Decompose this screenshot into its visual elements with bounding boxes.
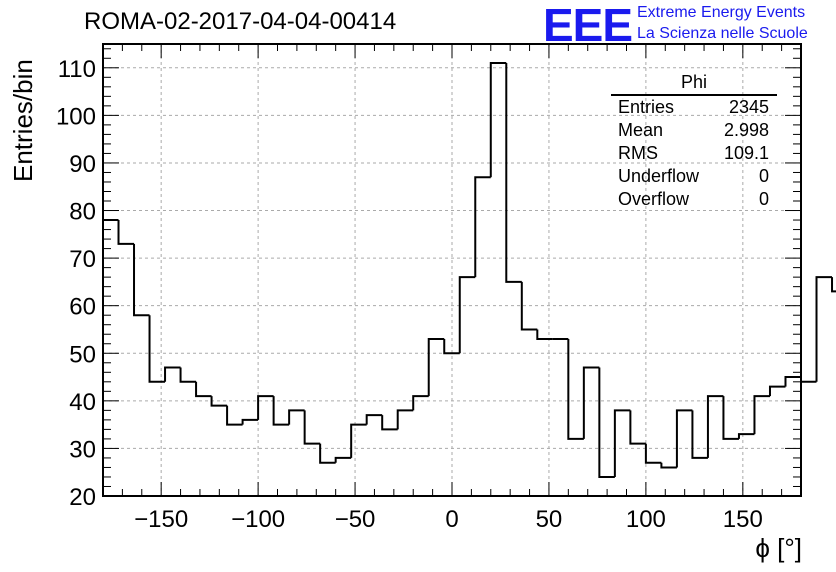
y-tick-label: 60 — [69, 294, 96, 321]
histogram-bin — [505, 63, 522, 283]
x-tick-label: −100 — [231, 506, 285, 533]
histogram-bins — [102, 62, 836, 496]
histogram-bin — [427, 337, 445, 397]
histogram-bin — [443, 338, 460, 355]
histogram-bin — [226, 405, 243, 426]
histogram-bin — [768, 385, 786, 397]
histogram-bin — [319, 443, 336, 464]
histogram-bin — [800, 377, 817, 383]
y-tick-label: 110 — [58, 56, 96, 83]
histogram-bin — [675, 409, 693, 468]
x-tick-label: 50 — [536, 506, 563, 533]
stats-label: Entries — [618, 97, 675, 117]
y-tick-label: 80 — [69, 199, 96, 226]
stats-value: 0 — [758, 189, 769, 209]
tick-labels: −150 −100 −50 0 50 100 150 20 30 40 50 60 70 80 90 100 1… — [56, 56, 763, 533]
stats-value: 0 — [758, 166, 769, 186]
stats-row: Underflow 0 — [611, 165, 777, 188]
histogram-bin — [831, 277, 836, 293]
histogram-bin — [350, 423, 367, 458]
histogram-bin — [567, 338, 584, 440]
x-tick-label: −150 — [134, 506, 188, 533]
histogram-bin — [722, 396, 739, 440]
x-tick-label: 150 — [723, 506, 763, 533]
histogram-bin — [784, 376, 801, 387]
stats-box: Phi Entries 2345 Mean 2.998 RMS 109.1 Under… — [611, 72, 777, 211]
stats-title: Phi — [611, 72, 777, 96]
histogram-bin — [706, 395, 724, 458]
histogram-bin — [164, 366, 181, 382]
y-tick-label: 70 — [69, 246, 96, 273]
histogram-bin — [241, 418, 259, 425]
stats-label: Overflow — [618, 189, 690, 209]
histogram-bin — [474, 176, 491, 278]
histogram-bin — [737, 433, 755, 439]
histogram-bin — [582, 366, 600, 439]
stats-label: Mean — [618, 120, 664, 140]
stats-row: Mean 2.998 — [611, 119, 777, 142]
y-tick-label: 40 — [69, 389, 96, 416]
stats-label: RMS — [618, 143, 658, 163]
y-tick-label: 30 — [69, 436, 96, 463]
histogram-bin — [489, 62, 507, 178]
x-tick-label: −50 — [335, 506, 376, 533]
histogram-bin — [753, 395, 770, 435]
histogram-bin — [303, 410, 321, 445]
grid-lines — [103, 44, 801, 496]
stats-row: Overflow 0 — [611, 188, 777, 211]
histogram-bin — [536, 329, 553, 340]
histogram-bin — [288, 409, 305, 425]
eee-logo: EEE — [543, 0, 633, 51]
histogram-bin — [133, 243, 150, 317]
x-axis-label: ϕ [°] — [755, 533, 802, 563]
histogram-bin — [257, 395, 274, 420]
stats-value: 109.1 — [723, 143, 769, 163]
histogram-bin — [412, 395, 429, 411]
x-tick-label: 100 — [626, 506, 666, 533]
stats-value: 2.998 — [723, 120, 769, 140]
histogram-bin — [644, 443, 662, 464]
histogram-bin — [179, 367, 197, 383]
histogram-bin — [520, 281, 538, 331]
histogram-bin — [598, 367, 615, 478]
logo-text-line2: La Scienza nelle Scuole — [637, 25, 808, 42]
histogram-bin — [117, 220, 135, 245]
stats-value: 2345 — [728, 97, 769, 117]
histogram-bin — [272, 396, 290, 426]
y-tick-label: 20 — [69, 484, 96, 511]
axis-ticks — [102, 44, 802, 497]
histogram-bin — [660, 462, 677, 469]
y-tick-label: 50 — [69, 341, 96, 368]
logo-text-line1: Extreme Energy Events — [637, 4, 806, 21]
histogram-bin — [613, 409, 631, 477]
histogram-bin — [102, 219, 119, 496]
stats-row: RMS 109.1 — [611, 142, 777, 165]
histogram-bin — [629, 410, 646, 445]
y-tick-label: 100 — [56, 103, 96, 130]
y-tick-label: 90 — [69, 151, 96, 178]
histogram-bin — [381, 415, 398, 431]
histogram-bin — [396, 409, 414, 430]
stats-row: Entries 2345 — [611, 96, 777, 119]
histogram-bin — [458, 276, 476, 354]
histogram-bin — [148, 315, 166, 383]
histogram-bin — [815, 276, 833, 382]
histogram-bin — [334, 456, 352, 463]
stats-label: Underflow — [618, 166, 700, 186]
histogram-bin — [210, 396, 228, 407]
y-axis-label: Entries/bin — [8, 59, 38, 182]
histogram-bin — [365, 414, 383, 425]
histogram-bin — [195, 381, 212, 398]
x-tick-label: 0 — [445, 506, 458, 533]
chart-title: ROMA-02-2017-04-04-00414 — [84, 8, 397, 35]
histogram-bin — [691, 410, 708, 459]
